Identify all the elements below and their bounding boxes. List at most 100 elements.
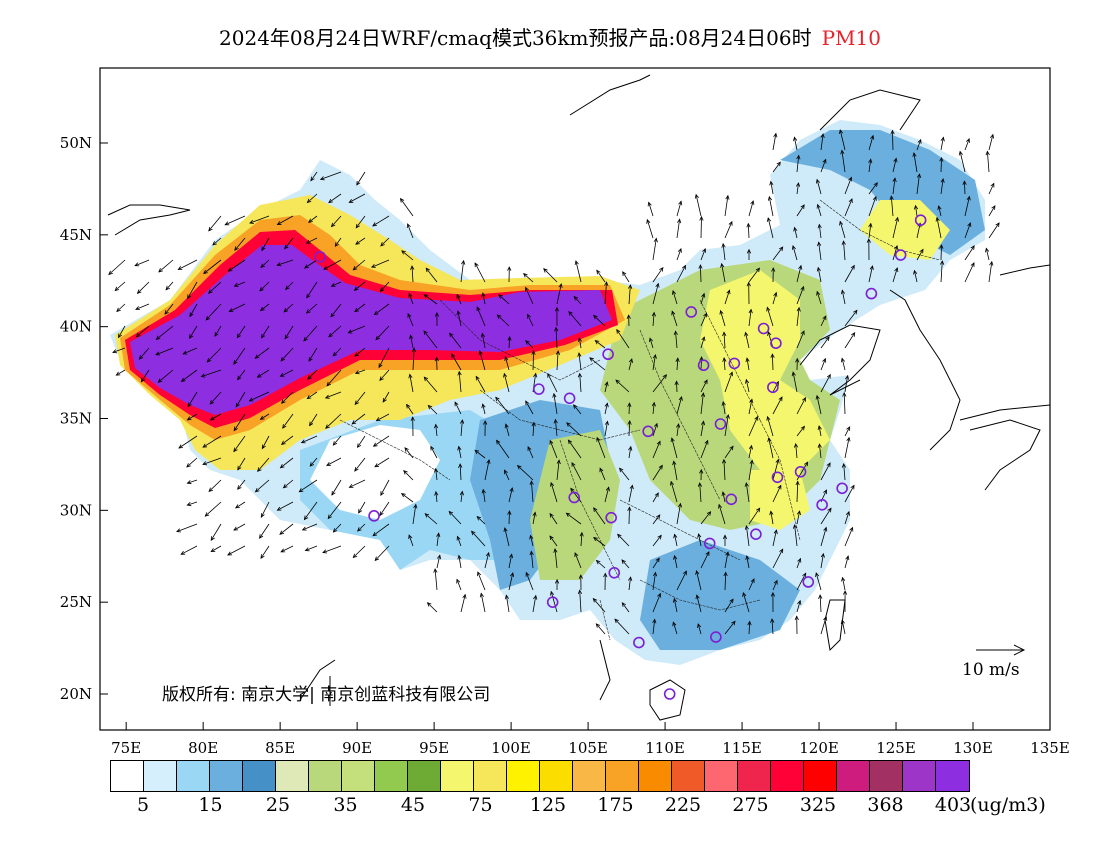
wind-arrow (671, 311, 678, 327)
wind-arrow-head (750, 578, 755, 584)
wind-arrow-head (504, 423, 509, 429)
city-marker-shijiazhuang (728, 357, 741, 370)
wind-arrow (868, 182, 878, 195)
wind-arrow-head (203, 269, 208, 275)
wind-arrow-head (549, 535, 554, 541)
wind-arrow (374, 303, 390, 315)
wind-arrow-head (305, 309, 311, 314)
wind-arrow (767, 217, 774, 239)
wind-arrow-head (326, 381, 331, 387)
wind-arrow-head (462, 593, 467, 599)
wind-arrow (696, 570, 702, 591)
wind-arrow-head (259, 286, 264, 292)
wind-arrow-head (826, 462, 831, 468)
wind-arrow-head (303, 264, 309, 269)
wind-arrow-head (744, 331, 749, 337)
city-marker-kunming (546, 596, 559, 608)
wind-arrow-head (261, 333, 266, 339)
wind-arrow (211, 545, 222, 552)
wind-arrow (772, 549, 784, 569)
wind-arrow-head (939, 244, 944, 249)
wind-arrow (844, 437, 850, 459)
wind-arrow (796, 600, 801, 613)
wind-arrow (353, 545, 366, 558)
wind-arrow-head (566, 422, 571, 427)
wind-arrow (523, 273, 534, 283)
wind-arrow-head (568, 311, 573, 316)
wind-arrow-head (235, 504, 240, 509)
wind-arrow (964, 222, 971, 239)
wind-arrow-head (480, 332, 486, 338)
wind-arrow-head (326, 461, 331, 466)
wind-arrow-head (853, 309, 858, 315)
wind-arrow (281, 435, 294, 445)
wind-arrow (841, 150, 846, 173)
wind-arrow-head (720, 262, 725, 268)
city-marker-xian (642, 425, 654, 438)
wind-arrow (619, 467, 630, 481)
wind-arrow (843, 463, 846, 481)
wind-arrow-head (532, 511, 537, 517)
wind-arrow-head (725, 194, 730, 200)
wind-arrow-head (940, 260, 945, 265)
wind-arrow (772, 530, 777, 547)
wind-arrow-head (135, 306, 140, 310)
wind-arrow (260, 501, 270, 518)
wind-arrow (772, 161, 781, 173)
wind-arrow-head (725, 413, 730, 419)
city-marker-nanjing (794, 465, 807, 478)
wind-arrow-head (746, 248, 752, 254)
wind-arrow (203, 259, 222, 274)
wind-arrow (430, 446, 438, 459)
wind-arrow (746, 555, 750, 569)
wind-arrow (372, 523, 390, 537)
wind-arrow-head (486, 458, 491, 464)
lat-label: 30N (60, 501, 92, 519)
wind-arrow (794, 137, 798, 151)
wind-arrow (237, 457, 246, 471)
wind-arrow-head (280, 399, 286, 404)
wind-arrow (137, 281, 150, 294)
wind-arrow-head (991, 205, 996, 210)
wind-arrow-head (379, 376, 384, 381)
wind-arrow (795, 443, 798, 459)
legend-label: 175 (597, 794, 634, 816)
wind-arrow (379, 501, 390, 516)
wind-arrow (820, 358, 826, 371)
wind-arrow-head (803, 461, 809, 467)
wind-arrow-head (873, 182, 878, 187)
wind-arrow-head (573, 404, 578, 409)
wind-arrow-head (330, 282, 336, 287)
wind-arrow (495, 397, 510, 415)
wind-arrow (304, 501, 318, 520)
wind-arrow (355, 237, 366, 245)
wind-arrow (543, 268, 558, 283)
wind-arrow-head (135, 332, 141, 338)
wind-arrow (868, 223, 872, 239)
wind-arrow-head (670, 437, 675, 443)
wind-arrow (354, 347, 366, 357)
wind-arrow (723, 332, 726, 349)
wind-arrow (412, 348, 415, 371)
wind-arrow (589, 357, 606, 371)
wind-arrow (718, 504, 726, 525)
wind-arrow-head (202, 461, 208, 466)
wind-arrow-head (529, 550, 534, 556)
legend-label: 75 (468, 794, 493, 816)
wind-arrow-head (210, 548, 216, 553)
wind-arrow-head (817, 425, 822, 431)
wind-arrow (724, 414, 729, 437)
wind-arrow (772, 396, 783, 415)
wind-arrow-head (773, 579, 778, 585)
wind-arrow-head (797, 557, 802, 563)
wind-arrow-head (423, 294, 429, 299)
wind-arrow-head (434, 423, 439, 429)
wind-arrow-head (719, 309, 724, 315)
wind-arrow-head (279, 530, 284, 535)
wind-arrow (323, 259, 342, 270)
wind-arrow (187, 281, 198, 299)
city-marker-yinchuan (602, 348, 614, 361)
wind-arrow-head (678, 200, 683, 206)
wind-arrow-head (112, 349, 118, 354)
wind-arrow-head (206, 357, 212, 363)
